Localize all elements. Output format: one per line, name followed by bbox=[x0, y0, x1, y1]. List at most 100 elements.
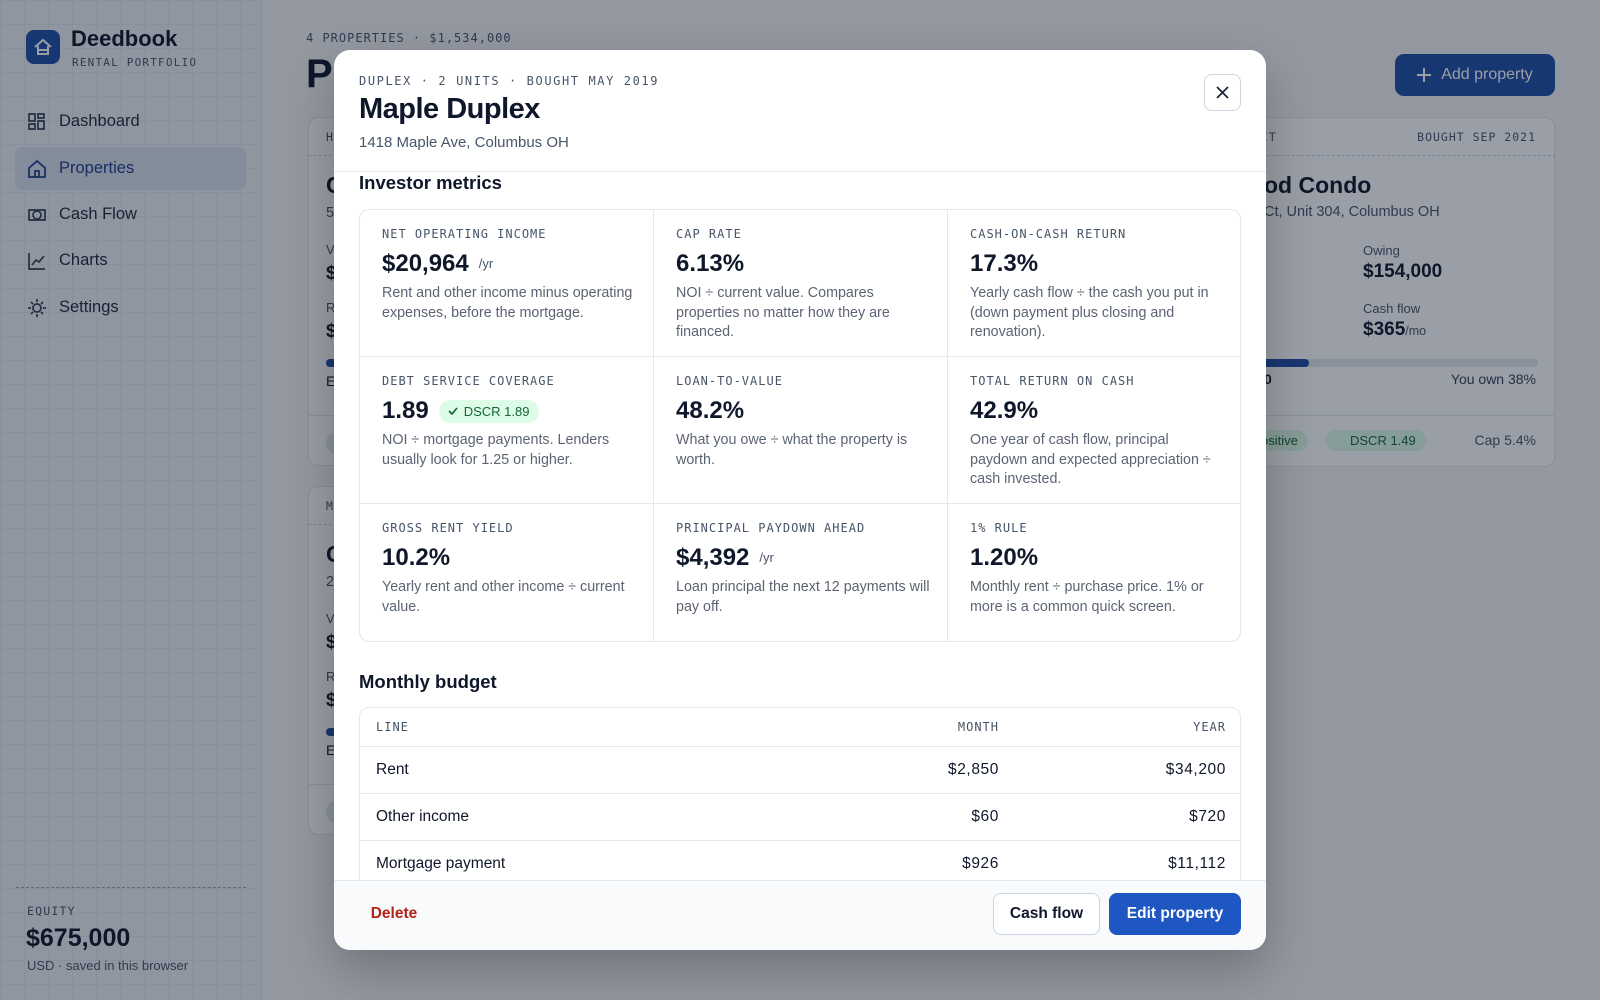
plus-icon bbox=[1417, 68, 1432, 82]
metric-card: NET OPERATING INCOME $20,964/yr Rent and o… bbox=[360, 210, 654, 357]
page-title: P bbox=[306, 52, 333, 96]
card-title: od Condo bbox=[1264, 172, 1372, 198]
edit-property-button[interactable]: Edit property bbox=[1109, 893, 1241, 935]
metric-note: What you owe ÷ what the property is wort… bbox=[676, 432, 908, 468]
metric-card: DEBT SERVICE COVERAGE 1.89 DSCR 1.89 NOI ÷ … bbox=[360, 357, 654, 504]
metric-value: 6.13% bbox=[676, 249, 744, 279]
nav-label: Dashboard bbox=[59, 112, 140, 130]
table-cell: $11,112 bbox=[1168, 855, 1226, 872]
card-fragment: R bbox=[326, 300, 336, 315]
icon-path bbox=[28, 253, 45, 270]
nav-item[interactable]: Properties bbox=[15, 147, 246, 190]
metric-card: TOTAL RETURN ON CASH 42.9% One year of cas… bbox=[948, 357, 1240, 504]
owing-label: Owing bbox=[1363, 243, 1400, 258]
modal-address: 1418 Maple Ave, Columbus OH bbox=[359, 134, 569, 151]
table-cell: $60 bbox=[971, 808, 999, 825]
check-icon bbox=[448, 407, 458, 416]
metric-note: NOI ÷ mortgage payments. Lenders usually… bbox=[382, 432, 610, 468]
cashflow-amount: $365 bbox=[1363, 319, 1406, 340]
metric-value: $20,964/yr bbox=[382, 249, 493, 279]
card-fragment: $ bbox=[326, 632, 337, 653]
metric-note: Yearly cash flow ÷ the cash you put in (… bbox=[970, 285, 1209, 340]
cashflow-value: $365/mo bbox=[1363, 319, 1426, 341]
metric-number: $4,392 bbox=[676, 544, 750, 571]
metric-number: $20,964 bbox=[382, 250, 469, 277]
metric-card: LOAN-TO-VALUE 48.2% What you owe ÷ what th… bbox=[654, 357, 948, 504]
metric-value: 1.20% bbox=[970, 543, 1038, 573]
dscr-badge: DSCR 1.89 bbox=[438, 399, 540, 423]
equity-value: $675,000 bbox=[26, 924, 131, 952]
property-modal: DUPLEX · 2 UNITS · BOUGHT MAY 2019 Maple… bbox=[334, 50, 1266, 950]
icon-path bbox=[448, 407, 458, 416]
card-fragment: V bbox=[326, 611, 335, 626]
progress-label: 0 bbox=[1264, 371, 1272, 387]
card-fragment: H bbox=[326, 130, 333, 144]
nav-item[interactable]: Cash Flow bbox=[15, 193, 246, 236]
metric-label: CAP RATE bbox=[676, 227, 742, 241]
metric-value: 1.89 DSCR 1.89 bbox=[382, 396, 540, 426]
add-property-label: Add property bbox=[1441, 66, 1533, 83]
column-header: MONTH bbox=[957, 720, 999, 734]
cash-flow-button[interactable]: Cash flow bbox=[993, 893, 1100, 935]
delete-button[interactable]: Delete bbox=[370, 905, 418, 922]
card-address: Ct, Unit 304, Columbus OH bbox=[1264, 204, 1440, 220]
metric-number: 1.89 bbox=[382, 397, 429, 424]
close-icon bbox=[1216, 86, 1229, 99]
nav-icon bbox=[28, 209, 46, 221]
metric-value: 48.2% bbox=[676, 396, 744, 426]
nav-item[interactable]: Dashboard bbox=[15, 100, 246, 143]
metric-value: 17.3% bbox=[970, 249, 1038, 279]
card-fragment: V bbox=[326, 242, 335, 257]
metric-label: 1% RULE bbox=[970, 521, 1028, 535]
table-cell: Other income bbox=[376, 808, 470, 825]
divider bbox=[334, 171, 1266, 172]
table-cell: $926 bbox=[962, 855, 999, 872]
card-fragment: $ bbox=[326, 263, 337, 284]
metric-card: 1% RULE 1.20% Monthly rent ÷ purchase pric… bbox=[948, 504, 1240, 641]
metric-note: NOI ÷ current value. Compares properties… bbox=[676, 285, 890, 340]
brand: Deedbook bbox=[71, 26, 178, 51]
card-fragment: $ bbox=[326, 690, 337, 711]
card-fragment: E bbox=[326, 373, 336, 389]
icon-path bbox=[28, 209, 46, 221]
metric-number: 48.2% bbox=[676, 397, 745, 424]
table-cell: $720 bbox=[1189, 808, 1226, 825]
nav-label: Properties bbox=[59, 159, 135, 177]
metric-value: 10.2% bbox=[382, 543, 450, 573]
card-fragment: $ bbox=[326, 321, 337, 342]
column-header: YEAR bbox=[1193, 720, 1226, 734]
table-row: Other income $60 $720 bbox=[360, 793, 1240, 840]
metric-unit: /yr bbox=[478, 256, 494, 271]
metric-number: 42.9% bbox=[970, 397, 1039, 424]
metric-note: Rent and other income minus operating ex… bbox=[382, 285, 633, 321]
metric-card: CAP RATE 6.13% NOI ÷ current value. Compar… bbox=[654, 210, 948, 357]
cashflow-unit: /mo bbox=[1405, 324, 1427, 338]
metric-number: 1.20% bbox=[970, 544, 1039, 571]
metric-label: PRINCIPAL PAYDOWN AHEAD bbox=[676, 521, 866, 535]
close-button[interactable] bbox=[1204, 74, 1241, 111]
metric-card: CASH-ON-CASH RETURN 17.3% Yearly cash flow… bbox=[948, 210, 1240, 357]
metric-number: 10.2% bbox=[382, 544, 451, 571]
metric-note: Loan principal the next 12 payments will… bbox=[676, 579, 930, 615]
budget-heading: Monthly budget bbox=[359, 671, 497, 692]
nav-item[interactable]: Charts bbox=[15, 239, 246, 282]
table-cell: $2,850 bbox=[947, 761, 999, 778]
add-property-button[interactable]: Add property bbox=[1395, 54, 1555, 96]
equity-label: EQUITY bbox=[27, 904, 76, 918]
modal-eyebrow: DUPLEX · 2 UNITS · BOUGHT MAY 2019 bbox=[359, 74, 660, 88]
table-header: LINE MONTH YEAR bbox=[360, 708, 1240, 746]
icon-path bbox=[28, 159, 46, 178]
metric-label: CASH-ON-CASH RETURN bbox=[970, 227, 1127, 241]
nav-label: Settings bbox=[59, 298, 119, 316]
metric-number: 17.3% bbox=[970, 250, 1039, 277]
nav-icon bbox=[28, 253, 45, 270]
metric-value: 42.9% bbox=[970, 396, 1038, 426]
metric-label: NET OPERATING INCOME bbox=[382, 227, 547, 241]
cashflow-label: Cash flow bbox=[1363, 301, 1421, 316]
tagline: RENTAL PORTFOLIO bbox=[72, 56, 198, 69]
metric-value: $4,392/yr bbox=[676, 543, 774, 573]
metrics-grid: NET OPERATING INCOME $20,964/yr Rent and o… bbox=[359, 209, 1241, 642]
nav-icon bbox=[28, 299, 46, 317]
nav-item[interactable]: Settings bbox=[15, 286, 246, 329]
divider bbox=[16, 887, 246, 888]
